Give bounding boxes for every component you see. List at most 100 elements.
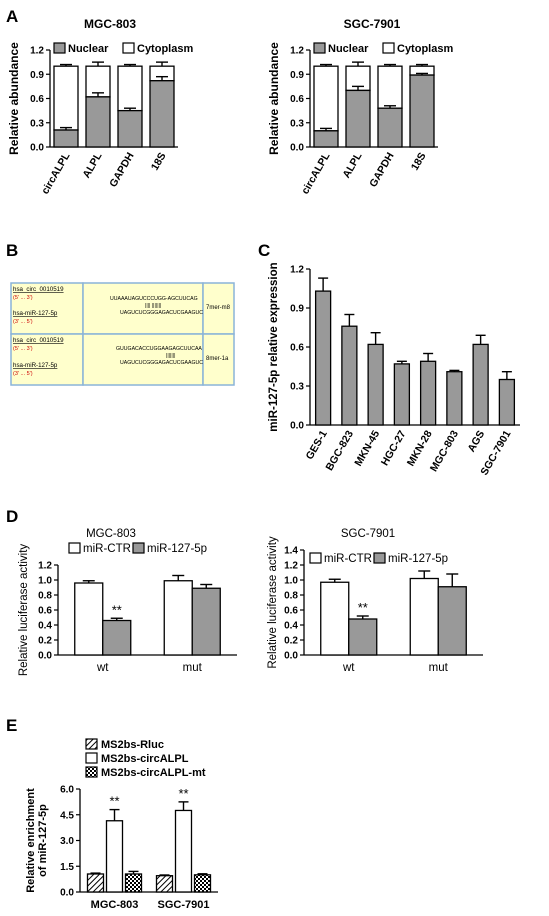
y-axis-label: Relative abundance — [267, 42, 281, 155]
bar-ms2bs-circalpl — [174, 809, 193, 893]
panel-d-ytick-label: 1.0 — [38, 576, 52, 587]
panel-c-ytick-label: 0.6 — [290, 343, 304, 354]
panel-d-ytick-label: 1.2 — [284, 561, 298, 572]
panel-d-ytick-label: 0.0 — [38, 651, 52, 662]
panel-a-chart-2: SGC-7901 0.0 0.3 0.6 0.9 1.2 Relative abundanc… — [267, 17, 453, 196]
bar-ms2bs-circalpl-mt — [124, 873, 143, 893]
panel-e-chart: 0.0 1.5 3.0 4.5 6.0 Relative enrichment of miR… — [25, 738, 218, 911]
legend-label-cytoplasm: Cytoplasm — [397, 43, 453, 55]
x-tick-label: ALPL — [80, 150, 104, 180]
circ-label-1: hsa_circ_0010519 — [13, 286, 64, 293]
legend-swatch-mir-127-5p — [373, 552, 386, 564]
y-axis-label: miR-127-5p relative expression — [268, 262, 280, 431]
bar-ms2bs-circalpl-mt — [193, 874, 212, 893]
seq-pairs-2: ||||||| — [166, 353, 175, 359]
bar-bgc-823 — [341, 325, 358, 426]
bar-mir-127-5p — [348, 618, 378, 656]
panel-d-ytick-label: 0.2 — [284, 636, 298, 647]
legend-swatch-ms2bs-circalpl-mt — [85, 766, 98, 778]
circ-suffix-2: (5' ... 3') — [13, 346, 33, 352]
bar-cytoplasm — [53, 65, 79, 131]
panel-e-ytick-label: 4.5 — [60, 810, 74, 821]
x-tick-label: AGS — [465, 429, 487, 455]
legend-label-ms2bs-rluc: MS2bs-Rluc — [101, 739, 164, 751]
bar-mir-ctr — [320, 581, 350, 656]
x-tick-label: GAPDH — [107, 151, 136, 190]
panel-letter-c: C — [258, 241, 270, 260]
panel-letter-e: E — [6, 716, 17, 735]
significance-marker: ** — [178, 786, 188, 801]
legend-swatch-ms2bs-circalpl — [85, 752, 98, 764]
mir-suffix-1: (3' ... 5') — [13, 319, 33, 325]
bar-cytoplasm — [313, 65, 339, 132]
seq-top-2: GUUGACACCUGGAAGAGCUUCAA — [116, 346, 202, 352]
alignment-row-1: hsa_circ_0010519 (5' ... 3') hsa-miR-127… — [10, 282, 235, 335]
x-tick-label: SGC-7901 — [158, 899, 210, 911]
panel-letter-d: D — [6, 507, 18, 526]
bar-mgc-803 — [446, 371, 463, 426]
x-tick-label: circALPL — [299, 150, 333, 196]
bar-mir-ctr — [74, 582, 104, 656]
panel-d-ytick-label: 0.6 — [284, 606, 298, 617]
mir-label-2: hsa-miR-127-5p — [13, 362, 58, 369]
x-tick-label: GAPDH — [367, 151, 396, 190]
legend-swatch-cytoplasm — [122, 42, 135, 54]
panel-a-chart-1: MGC-803 0.0 0.3 0.6 0.9 1.2 Relative abundance… — [7, 17, 193, 196]
bar-nuclear — [409, 74, 435, 148]
bar-mir-ctr — [163, 580, 193, 656]
panel-d-ytick-label: 0.8 — [284, 591, 298, 602]
panel-b-alignment: hsa_circ_0010519 (5' ... 3') hsa-miR-127… — [10, 282, 235, 386]
y-axis-label: Relative luciferase activity — [267, 536, 279, 669]
significance-marker: ** — [109, 794, 119, 809]
panel-d-ytick-label: 0.6 — [38, 606, 52, 617]
panel-c-ytick-label: 0.0 — [290, 421, 304, 432]
panel-d-ytick-label: 1.4 — [284, 546, 298, 557]
legend-swatch-nuclear — [313, 42, 326, 54]
chart-title: MGC-803 — [86, 528, 136, 540]
legend-swatch-mir-127-5p — [132, 542, 145, 554]
seq-top-1: UUAAAUAGUCCCUGG-AGCUUCAG — [110, 296, 198, 302]
x-tick-label: MGC-803 — [91, 899, 139, 911]
panel-a-ytick-label: 0.6 — [30, 94, 44, 105]
legend-swatch-ms2bs-rluc — [85, 738, 98, 750]
legend-swatch-mir-ctr — [309, 552, 322, 564]
x-tick-label: ALPL — [340, 150, 364, 180]
panel-d-ytick-label: 0.0 — [284, 651, 298, 662]
panel-a-ytick-label: 0.9 — [30, 70, 44, 81]
x-tick-label: mut — [183, 662, 203, 674]
chart-title: SGC-7901 — [344, 17, 401, 31]
bar-nuclear — [149, 80, 175, 148]
bar-mir-127-5p — [437, 586, 467, 656]
legend-label-mir-ctr: miR-CTR — [83, 543, 131, 555]
legend-label-mir-127-5p: miR-127-5p — [147, 543, 207, 555]
panel-e-ytick-label: 0.0 — [60, 888, 74, 899]
panel-c-chart: 0.0 0.3 0.6 0.9 1.2 miR-127-5p relative expre… — [268, 262, 520, 477]
bar-nuclear — [85, 96, 111, 148]
legend-label-ms2bs-circalpl-mt: MS2bs-circALPL-mt — [101, 767, 206, 779]
legend-label-ms2bs-circalpl: MS2bs-circALPL — [101, 753, 189, 765]
x-tick-label: circALPL — [39, 150, 73, 196]
panel-d-ytick-label: 0.4 — [38, 621, 52, 632]
chart-title: SGC-7901 — [341, 528, 395, 540]
significance-marker: ** — [112, 602, 122, 617]
panel-e-ytick-label: 6.0 — [60, 785, 74, 796]
bar-nuclear — [345, 89, 371, 148]
bar-mkn-45 — [367, 343, 384, 426]
bar-cytoplasm — [117, 65, 143, 112]
bar-hgc-27 — [393, 363, 411, 426]
x-tick-label: GES-1 — [304, 428, 330, 461]
bar-nuclear — [313, 130, 339, 148]
panel-e-ytick-label: 3.0 — [60, 836, 74, 847]
mir-suffix-2: (3' ... 5') — [13, 371, 33, 377]
mir-label-1: hsa-miR-127-5p — [13, 310, 58, 317]
legend-swatch-cytoplasm — [382, 42, 395, 54]
y-axis-label-line1: Relative enrichment — [25, 788, 37, 893]
panel-a-ytick-label: 0.3 — [290, 118, 304, 129]
bar-ms2bs-rluc — [155, 875, 174, 893]
panel-letter-a: A — [6, 7, 18, 26]
bar-nuclear — [377, 107, 403, 148]
panel-a-ytick-label: 0.9 — [290, 70, 304, 81]
charts-layer: MGC-803 0.0 0.3 0.6 0.9 1.2 Relative abundance… — [7, 17, 520, 911]
significance-marker: ** — [358, 600, 368, 615]
